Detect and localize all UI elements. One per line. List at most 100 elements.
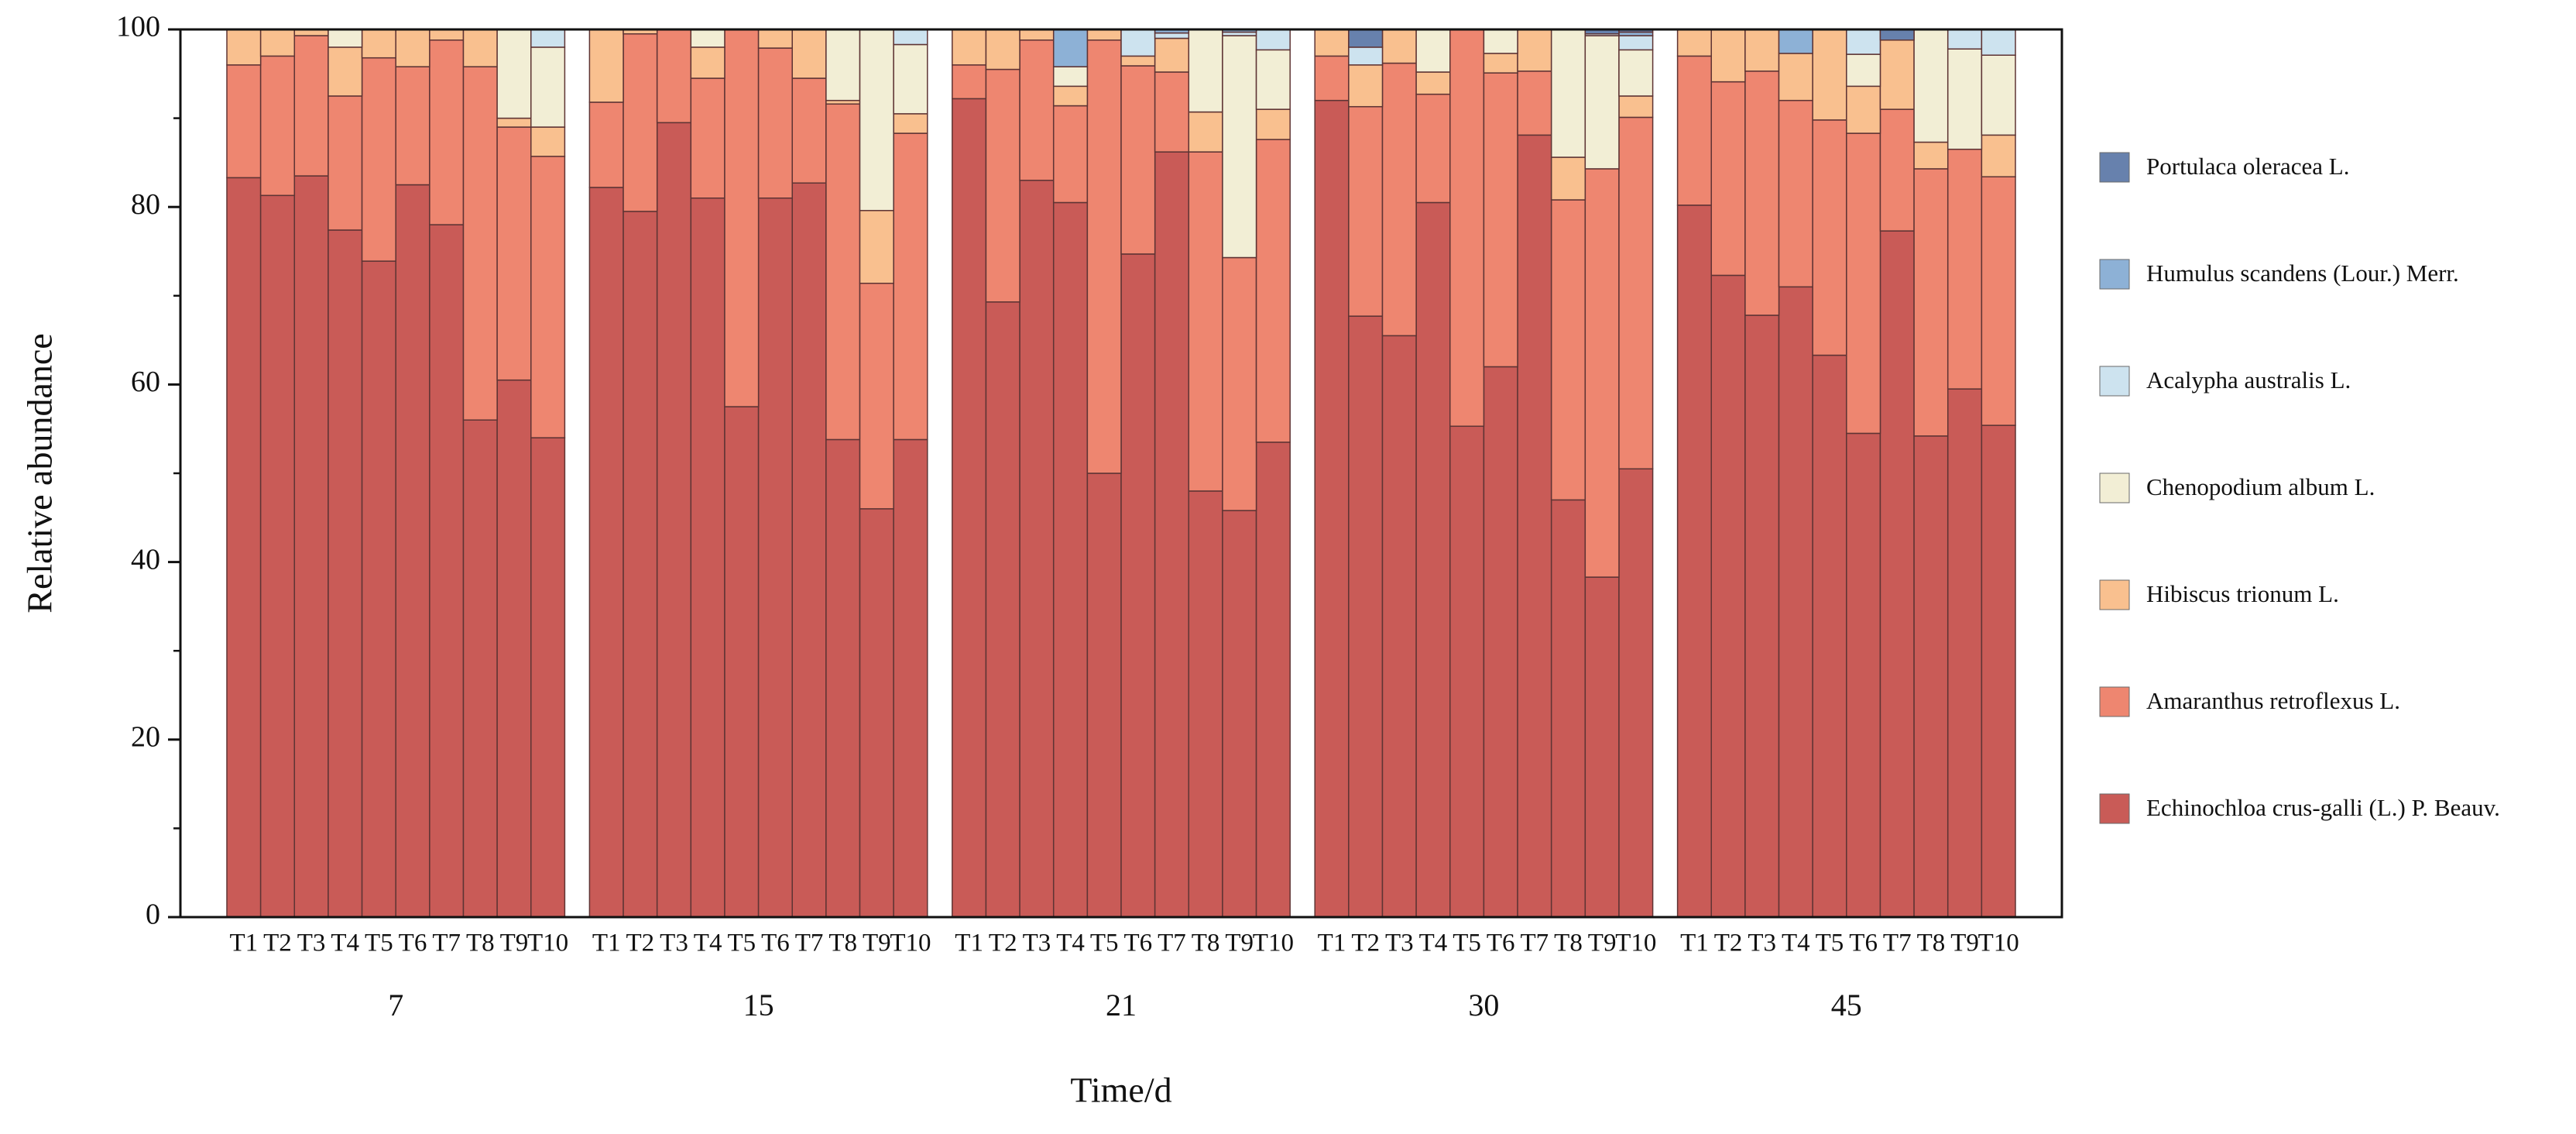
x-tick-label: T4 <box>1782 930 1810 957</box>
bar-segment <box>1676 55 1712 206</box>
x-tick-label: T3 <box>297 930 326 957</box>
x-tick-label: T8 <box>828 930 857 957</box>
bar-segment <box>1120 253 1156 918</box>
bar-segment <box>361 57 396 262</box>
y-tick-label: 80 <box>131 188 160 221</box>
bar-segment <box>1222 35 1257 259</box>
bar-segment <box>1846 53 1881 88</box>
bar-segment <box>530 46 566 128</box>
bar-segment <box>859 210 894 284</box>
bar-segment <box>496 379 532 918</box>
x-tick-label: T2 <box>1714 930 1743 957</box>
bar-segment <box>1381 335 1417 918</box>
bar-segment <box>226 177 262 918</box>
bar-segment <box>724 406 760 918</box>
legend-label: Acalypha australis L. <box>2146 366 2351 393</box>
x-tick-label: T8 <box>1554 930 1583 957</box>
bar-segment <box>429 40 465 225</box>
bar-segment <box>1947 388 1983 918</box>
x-tick-label: T10 <box>890 930 931 957</box>
bar-segment <box>1913 168 1949 437</box>
x-tick-label: T7 <box>432 930 461 957</box>
x-tick-label: T2 <box>263 930 292 957</box>
y-tick-label: 0 <box>146 899 160 931</box>
bar-segment <box>1846 432 1881 918</box>
bar-segment <box>1052 105 1089 204</box>
x-tick-label: T3 <box>1748 930 1776 957</box>
x-tick-label: T5 <box>727 930 756 957</box>
bar-segment <box>1415 201 1451 918</box>
bar-segment <box>1052 29 1089 67</box>
bar-segment <box>1676 204 1712 918</box>
bar-segment <box>859 283 894 510</box>
legend-swatch <box>2099 793 2130 824</box>
x-tick-label: T3 <box>1385 930 1414 957</box>
x-tick-label: T4 <box>694 930 722 957</box>
bar-segment <box>690 29 725 48</box>
bar-segment <box>530 437 566 918</box>
bar-segment <box>859 29 894 211</box>
x-tick-label: T7 <box>1158 930 1186 957</box>
x-tick-label: T6 <box>1123 930 1152 957</box>
bar-segment <box>1676 29 1712 57</box>
bar-segment <box>530 156 566 438</box>
bar-segment <box>1913 141 1949 170</box>
bar-segment <box>1019 40 1055 181</box>
bar-segment <box>496 117 532 128</box>
bar-segment <box>1981 134 2016 177</box>
x-tick-label: T9 <box>1950 930 1979 957</box>
y-tick-label: 100 <box>116 11 160 43</box>
bar-segment <box>1744 314 1780 918</box>
bar-segment <box>496 126 532 381</box>
bar-segment <box>1120 65 1156 255</box>
bar-segment <box>1188 111 1223 153</box>
bar-segment <box>893 113 928 134</box>
x-tick-label: T8 <box>466 930 495 957</box>
bar-segment <box>1846 29 1881 55</box>
bar-segment <box>1584 168 1620 578</box>
bar-segment <box>1947 48 1983 150</box>
bar-segment <box>1314 99 1350 918</box>
x-tick-label: T2 <box>1351 930 1380 957</box>
bar-segment <box>1550 499 1586 918</box>
bar-segment <box>1019 29 1055 41</box>
legend-swatch <box>2099 366 2130 397</box>
bar-segment <box>1846 85 1881 134</box>
bar-segment <box>690 46 725 79</box>
bar-segment <box>1584 35 1620 170</box>
y-tick-label: 60 <box>131 366 160 398</box>
bar-segment <box>1584 576 1620 918</box>
bar-segment <box>361 260 396 918</box>
bar-segment <box>1120 29 1156 57</box>
y-tick-label: 40 <box>131 543 160 576</box>
x-tick-label: T9 <box>1225 930 1254 957</box>
bar-segment <box>1812 354 1847 918</box>
bar-segment <box>656 122 692 918</box>
bar-segment <box>259 194 296 918</box>
bar-segment <box>985 29 1020 70</box>
bar-segment <box>1879 108 1915 232</box>
bar-segment <box>1188 151 1223 492</box>
bar-segment <box>1483 72 1518 368</box>
bar-segment <box>1381 29 1417 64</box>
bar-segment <box>893 438 928 918</box>
x-tick-label: T3 <box>1023 930 1051 957</box>
bar-segment <box>1517 29 1552 72</box>
x-tick-label: T1 <box>955 930 983 957</box>
bar-segment <box>395 66 430 186</box>
x-tick-label: T1 <box>1680 930 1709 957</box>
bar-segment <box>1052 85 1089 107</box>
x-tick-label: T2 <box>626 930 655 957</box>
bar-segment <box>757 47 793 199</box>
bar-segment <box>1981 176 2016 426</box>
bar-segment <box>1778 53 1813 101</box>
bar-segment <box>462 29 498 67</box>
bar-segment <box>1812 119 1847 356</box>
bar-segment <box>1154 71 1190 153</box>
x-tick-label: T2 <box>989 930 1017 957</box>
bar-segment <box>1052 66 1089 88</box>
bar-segment <box>1222 510 1257 918</box>
bar-segment <box>1550 156 1586 201</box>
y-tick-label: 20 <box>131 721 160 754</box>
bar-segment <box>1120 55 1156 67</box>
